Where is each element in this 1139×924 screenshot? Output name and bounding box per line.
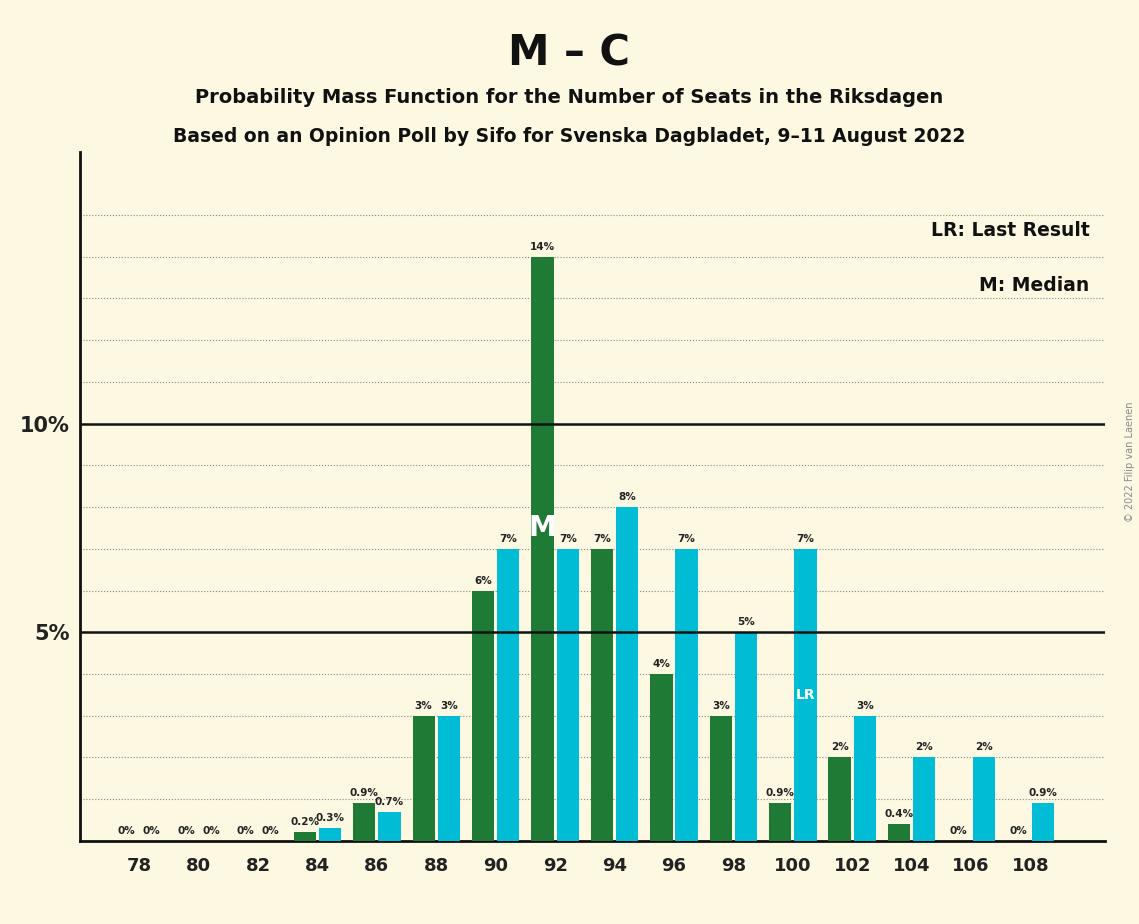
Text: 8%: 8% bbox=[618, 492, 636, 502]
Bar bbox=[294, 833, 316, 841]
Bar bbox=[973, 758, 994, 841]
Text: 7%: 7% bbox=[559, 534, 576, 544]
Text: 0%: 0% bbox=[177, 826, 195, 836]
Bar bbox=[472, 590, 494, 841]
Text: 3%: 3% bbox=[712, 700, 730, 711]
Text: 4%: 4% bbox=[653, 659, 670, 669]
Text: 0%: 0% bbox=[1009, 826, 1026, 836]
Text: 7%: 7% bbox=[678, 534, 696, 544]
Text: M – C: M – C bbox=[508, 32, 631, 74]
Text: 0%: 0% bbox=[142, 826, 161, 836]
Text: 0.2%: 0.2% bbox=[290, 818, 319, 828]
Bar bbox=[557, 549, 579, 841]
Text: 0%: 0% bbox=[237, 826, 254, 836]
Text: 2%: 2% bbox=[916, 742, 933, 752]
Bar bbox=[1032, 803, 1055, 841]
Bar bbox=[854, 716, 876, 841]
Text: 7%: 7% bbox=[499, 534, 517, 544]
Text: 0.3%: 0.3% bbox=[316, 813, 345, 823]
Text: 0%: 0% bbox=[117, 826, 136, 836]
Bar bbox=[591, 549, 613, 841]
Text: 3%: 3% bbox=[857, 700, 874, 711]
Text: 0.4%: 0.4% bbox=[885, 809, 913, 820]
Text: 0%: 0% bbox=[262, 826, 279, 836]
Text: M: Median: M: Median bbox=[980, 276, 1089, 296]
Bar bbox=[735, 632, 757, 841]
Bar bbox=[650, 674, 672, 841]
Text: 3%: 3% bbox=[440, 700, 458, 711]
Bar bbox=[794, 549, 817, 841]
Text: Probability Mass Function for the Number of Seats in the Riksdagen: Probability Mass Function for the Number… bbox=[196, 88, 943, 107]
Bar bbox=[828, 758, 851, 841]
Text: 14%: 14% bbox=[530, 242, 555, 251]
Bar bbox=[616, 507, 638, 841]
Bar bbox=[498, 549, 519, 841]
Bar bbox=[675, 549, 698, 841]
Bar bbox=[888, 824, 910, 841]
Text: 0%: 0% bbox=[950, 826, 967, 836]
Text: 0.9%: 0.9% bbox=[765, 788, 795, 798]
Text: LR: Last Result: LR: Last Result bbox=[931, 222, 1089, 240]
Text: M: M bbox=[528, 514, 556, 542]
Bar bbox=[913, 758, 935, 841]
Text: 0%: 0% bbox=[203, 826, 220, 836]
Text: Based on an Opinion Poll by Sifo for Svenska Dagbladet, 9–11 August 2022: Based on an Opinion Poll by Sifo for Sve… bbox=[173, 127, 966, 146]
Text: 6%: 6% bbox=[474, 576, 492, 586]
Text: 7%: 7% bbox=[593, 534, 611, 544]
Bar bbox=[319, 828, 342, 841]
Bar bbox=[412, 716, 435, 841]
Text: 2%: 2% bbox=[830, 742, 849, 752]
Text: 2%: 2% bbox=[975, 742, 992, 752]
Bar bbox=[710, 716, 732, 841]
Text: 0.9%: 0.9% bbox=[1029, 788, 1058, 798]
Text: 3%: 3% bbox=[415, 700, 433, 711]
Text: LR: LR bbox=[796, 687, 816, 702]
Text: © 2022 Filip van Laenen: © 2022 Filip van Laenen bbox=[1125, 402, 1134, 522]
Bar bbox=[437, 716, 460, 841]
Bar bbox=[378, 811, 401, 841]
Text: 0.9%: 0.9% bbox=[350, 788, 378, 798]
Text: 5%: 5% bbox=[737, 617, 755, 627]
Bar bbox=[353, 803, 376, 841]
Bar bbox=[769, 803, 792, 841]
Text: 7%: 7% bbox=[796, 534, 814, 544]
Bar bbox=[532, 257, 554, 841]
Text: 0.7%: 0.7% bbox=[375, 796, 404, 807]
